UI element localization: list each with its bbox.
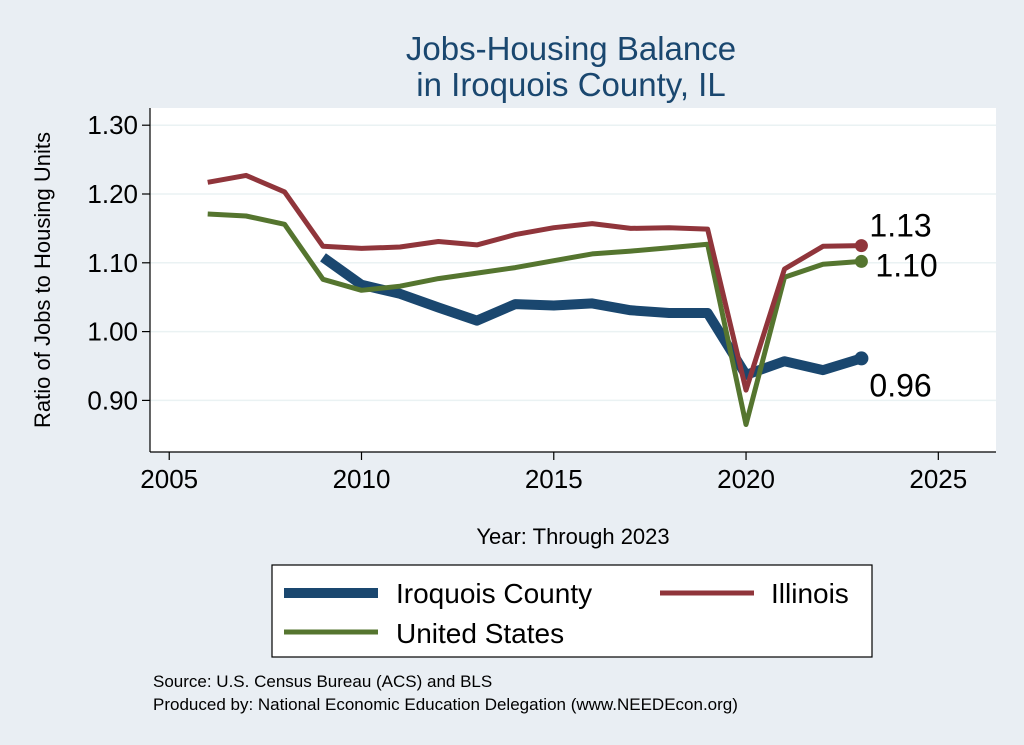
x-tick-label: 2010 xyxy=(333,464,391,494)
x-tick-label: 2025 xyxy=(909,464,967,494)
series-lines xyxy=(207,172,869,427)
y-tick-label: 1.20 xyxy=(87,179,138,209)
chart-title-line-1: Jobs-Housing Balance xyxy=(406,30,736,67)
series-line-iroquois-county xyxy=(320,253,863,380)
endpoint-marker-iroquois-county xyxy=(854,351,869,366)
endpoint-marker-united-states xyxy=(854,254,868,268)
chart-title-line-2: in Iroquois County, IL xyxy=(416,66,725,103)
end-value-label-iroquois-county: 0.96 xyxy=(869,367,931,403)
source-note: Source: U.S. Census Bureau (ACS) and BLS xyxy=(153,672,492,691)
producer-note: Produced by: National Economic Education… xyxy=(153,695,738,714)
y-axis-label: Ratio of Jobs to Housing Units xyxy=(30,132,55,428)
legend-label-iroquois-county: Iroquois County xyxy=(396,578,592,609)
series-line-united-states xyxy=(207,211,862,427)
end-value-label-united-states: 1.10 xyxy=(875,247,937,283)
legend-box xyxy=(271,564,873,658)
y-tick-label: 1.00 xyxy=(87,317,138,347)
end-value-label-illinois: 1.13 xyxy=(869,208,931,244)
legend-label-illinois: Illinois xyxy=(771,578,849,609)
endpoint-marker-illinois xyxy=(854,239,868,253)
y-tick-label: 1.30 xyxy=(87,110,138,140)
series-line-illinois xyxy=(207,172,862,393)
series-end-labels: 0.96 1.101.13 xyxy=(869,208,937,404)
y-tick-label: 0.90 xyxy=(87,385,138,415)
plot-area xyxy=(150,108,996,452)
x-axis-ticks: 2005 2010 2015 2020 2025 xyxy=(140,452,967,494)
y-tick-label: 1.10 xyxy=(87,248,138,278)
x-tick-label: 2005 xyxy=(140,464,198,494)
legend: Iroquois County Illinois United States xyxy=(271,564,873,658)
x-axis-label: Year: Through 2023 xyxy=(476,524,669,549)
legend-label-united-states: United States xyxy=(396,618,564,649)
x-tick-label: 2020 xyxy=(717,464,775,494)
x-tick-label: 2015 xyxy=(525,464,583,494)
y-axis-ticks: 0.90 1.00 1.10 1.20 1.30 xyxy=(87,110,150,415)
